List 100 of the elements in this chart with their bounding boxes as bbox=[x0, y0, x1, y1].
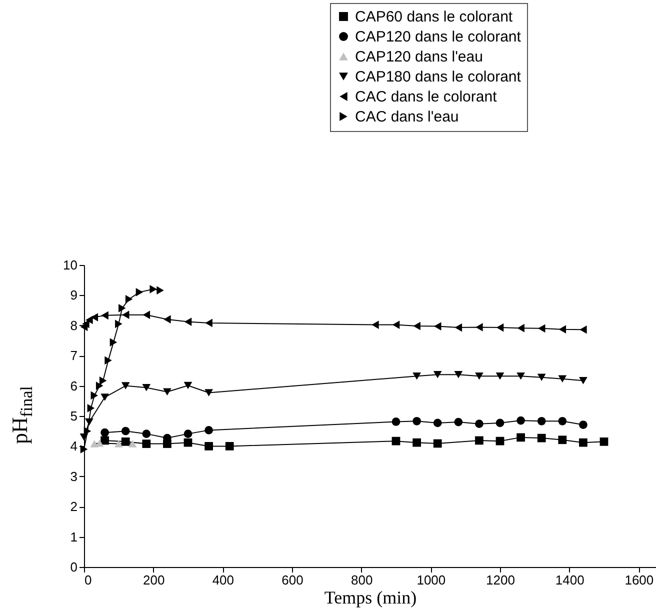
x-tick-label: 600 bbox=[282, 572, 304, 588]
point bbox=[128, 440, 137, 448]
y-tick-label: 7 bbox=[70, 348, 78, 364]
point bbox=[412, 372, 421, 380]
point bbox=[476, 323, 483, 332]
point bbox=[142, 430, 151, 438]
point bbox=[454, 371, 463, 378]
point bbox=[454, 323, 462, 332]
point bbox=[475, 436, 484, 445]
point bbox=[184, 382, 192, 390]
point bbox=[413, 322, 420, 330]
point bbox=[87, 404, 95, 412]
point bbox=[163, 388, 172, 396]
y-tick-label: 9 bbox=[70, 288, 78, 303]
point bbox=[114, 440, 123, 448]
point bbox=[125, 294, 133, 304]
point bbox=[496, 418, 504, 428]
point bbox=[204, 442, 213, 450]
y-tick-label: 6 bbox=[70, 378, 78, 394]
x-axis-title: Temps (min) bbox=[324, 588, 417, 608]
point bbox=[121, 426, 130, 436]
point bbox=[433, 418, 442, 428]
point bbox=[184, 430, 192, 438]
point bbox=[204, 426, 213, 434]
point bbox=[392, 418, 400, 426]
point bbox=[579, 377, 588, 384]
point bbox=[372, 320, 379, 329]
point bbox=[475, 372, 484, 380]
point bbox=[100, 428, 109, 437]
point bbox=[205, 318, 212, 328]
y-tick-label: 5 bbox=[70, 408, 78, 424]
point bbox=[156, 286, 164, 295]
point bbox=[142, 310, 150, 320]
y-tick-label: 2 bbox=[70, 499, 78, 514]
legend-label: CAP120 dans l'eau bbox=[355, 48, 483, 66]
x-tick-label: 1400 bbox=[555, 572, 584, 588]
x-tick-label: 1000 bbox=[416, 572, 446, 588]
y-tick-label: 10 bbox=[63, 258, 78, 272]
y-tick-label: 1 bbox=[70, 529, 78, 544]
point bbox=[496, 323, 504, 332]
point bbox=[142, 440, 151, 448]
point bbox=[184, 318, 192, 326]
point bbox=[184, 438, 192, 447]
point bbox=[537, 434, 546, 442]
point bbox=[110, 338, 118, 346]
point bbox=[100, 436, 109, 445]
legend-label: CAC dans le colorant bbox=[355, 88, 498, 106]
point bbox=[433, 371, 442, 378]
point bbox=[516, 433, 525, 442]
point bbox=[104, 356, 112, 365]
y-tick-label: 4 bbox=[70, 438, 78, 454]
point bbox=[392, 436, 400, 446]
point bbox=[538, 324, 546, 333]
point bbox=[150, 284, 157, 294]
legend-label: CAP60 dans le colorant bbox=[355, 8, 514, 26]
point bbox=[579, 438, 588, 447]
y-tick-label: 8 bbox=[70, 318, 78, 333]
point bbox=[558, 325, 566, 334]
point bbox=[496, 436, 504, 446]
point bbox=[96, 382, 104, 390]
point bbox=[115, 320, 122, 328]
x-tick-label: 200 bbox=[142, 572, 165, 588]
point bbox=[600, 437, 608, 446]
point bbox=[122, 310, 130, 320]
point bbox=[412, 416, 421, 426]
point bbox=[517, 324, 524, 332]
point bbox=[454, 418, 463, 426]
point bbox=[101, 311, 108, 320]
point bbox=[516, 372, 525, 380]
point bbox=[164, 315, 171, 324]
point bbox=[580, 325, 587, 334]
x-tick-label: 0 bbox=[84, 572, 92, 588]
point bbox=[121, 437, 130, 446]
point bbox=[434, 322, 442, 330]
point bbox=[516, 416, 525, 425]
point bbox=[136, 288, 144, 296]
point bbox=[204, 389, 213, 396]
legend-label: CAC dans l'eau bbox=[355, 108, 459, 126]
point bbox=[537, 416, 546, 426]
point bbox=[558, 375, 567, 382]
legend-label: CAP120 dans le colorant bbox=[355, 28, 522, 46]
point bbox=[558, 416, 567, 426]
point bbox=[475, 420, 484, 428]
y-tick-label: 0 bbox=[70, 560, 78, 574]
x-tick-label: 1200 bbox=[486, 572, 515, 588]
y-tick-label: 3 bbox=[70, 468, 78, 484]
point bbox=[121, 382, 130, 390]
point bbox=[90, 313, 98, 322]
point bbox=[118, 304, 126, 312]
legend-label: CAP180 dans le colorant bbox=[355, 68, 522, 86]
point bbox=[579, 420, 588, 429]
x-tick-label: 800 bbox=[350, 572, 373, 588]
point bbox=[142, 384, 151, 392]
point bbox=[99, 376, 107, 385]
point bbox=[537, 374, 546, 381]
point bbox=[225, 442, 234, 450]
point bbox=[392, 320, 400, 329]
point bbox=[100, 394, 109, 401]
point bbox=[90, 391, 98, 400]
point bbox=[412, 438, 421, 447]
